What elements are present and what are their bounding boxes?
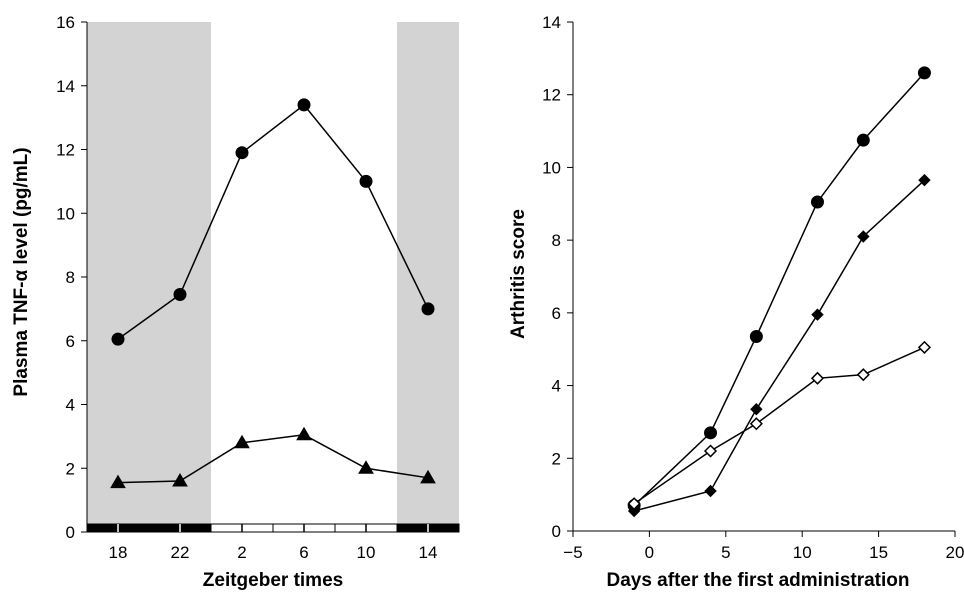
right-series bbox=[627, 66, 932, 518]
left-y-tick-label: 8 bbox=[66, 268, 75, 287]
data-point bbox=[296, 426, 312, 441]
data-point bbox=[917, 66, 931, 80]
left-x-tick-label: 2 bbox=[237, 543, 246, 562]
data-point bbox=[810, 195, 824, 209]
left-y-tick-label: 4 bbox=[66, 396, 75, 415]
data-point bbox=[234, 434, 250, 449]
right-y-tick-label: 14 bbox=[542, 13, 561, 32]
left-x-tick-label: 10 bbox=[357, 543, 376, 562]
series-line bbox=[117, 434, 429, 484]
data-point bbox=[627, 504, 641, 518]
data-point bbox=[810, 371, 825, 385]
data-point bbox=[421, 302, 435, 316]
right-x-tick-label: −5 bbox=[563, 543, 582, 562]
left-y-tick-label: 16 bbox=[56, 13, 75, 32]
data-point bbox=[703, 444, 718, 458]
right-y-tick-label: 10 bbox=[542, 158, 561, 177]
left-x-axis-title: Zeitgeber times bbox=[203, 570, 343, 591]
data-point bbox=[358, 460, 374, 474]
left-y-tick-label: 6 bbox=[66, 332, 75, 351]
left-y-tick-label: 0 bbox=[66, 523, 75, 542]
left-y-tick-label: 14 bbox=[56, 77, 75, 96]
data-point bbox=[811, 308, 824, 321]
series-line bbox=[633, 72, 925, 507]
data-point bbox=[111, 332, 125, 346]
dark-period-bands bbox=[87, 22, 459, 532]
right-x-tick-label: 15 bbox=[869, 543, 888, 562]
series-line bbox=[633, 179, 925, 512]
data-point bbox=[235, 146, 249, 160]
right-y-tick-label: 0 bbox=[552, 522, 561, 541]
dark-period-band bbox=[397, 22, 459, 532]
right-x-tick-label: 0 bbox=[645, 543, 654, 562]
right-y-tick-label: 2 bbox=[552, 449, 561, 468]
data-point bbox=[750, 402, 763, 416]
left-x-tick-label: 14 bbox=[419, 543, 438, 562]
series-line bbox=[633, 346, 925, 505]
data-point bbox=[172, 473, 188, 487]
right-y-axis-title: Arthritis score bbox=[508, 209, 529, 339]
dark-period-band bbox=[87, 22, 211, 532]
left-y-tick-label: 10 bbox=[56, 204, 75, 223]
data-point bbox=[856, 133, 870, 147]
data-point bbox=[627, 497, 641, 511]
right-y-tick-label: 12 bbox=[542, 86, 561, 105]
right-x-axis-title: Days after the first administration bbox=[606, 570, 909, 591]
left-y-tick-label: 2 bbox=[66, 459, 75, 478]
data-point bbox=[173, 288, 187, 302]
data-point bbox=[918, 173, 931, 187]
left-x-tick-label: 6 bbox=[299, 543, 308, 562]
left-x-tick-label: 22 bbox=[171, 543, 190, 562]
data-point bbox=[704, 426, 718, 440]
data-point bbox=[749, 417, 763, 431]
left-x-tick-label: 18 bbox=[109, 543, 128, 562]
right-y-tick-label: 8 bbox=[552, 231, 561, 250]
data-point bbox=[704, 484, 717, 498]
right-x-tick-label: 20 bbox=[946, 543, 964, 562]
data-point bbox=[420, 469, 436, 484]
data-point bbox=[857, 230, 870, 243]
series-line bbox=[117, 103, 429, 340]
data-point bbox=[297, 98, 311, 112]
data-point bbox=[856, 368, 870, 382]
left-series bbox=[110, 98, 436, 489]
data-point bbox=[110, 474, 126, 489]
right-y-tick-label: 4 bbox=[552, 377, 561, 396]
data-point bbox=[359, 174, 373, 188]
data-point bbox=[917, 340, 932, 354]
left-y-axis-title: Plasma TNF-α level (pg/mL) bbox=[11, 147, 32, 396]
right-y-tick-label: 6 bbox=[552, 304, 561, 323]
right-x-tick-label: 5 bbox=[721, 543, 730, 562]
data-point bbox=[749, 329, 763, 343]
left-y-tick-label: 12 bbox=[56, 141, 75, 160]
right-x-tick-label: 10 bbox=[793, 543, 812, 562]
